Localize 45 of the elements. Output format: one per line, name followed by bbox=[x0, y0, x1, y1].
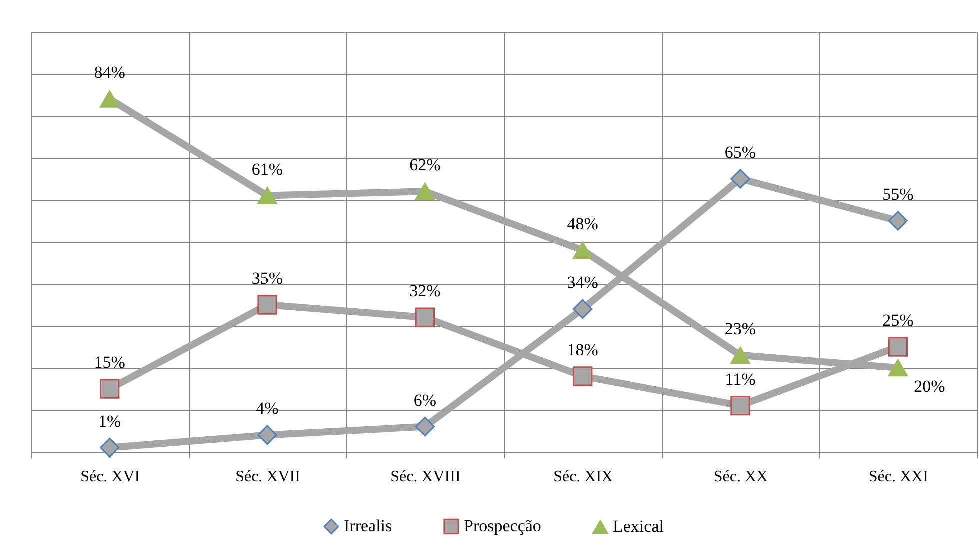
data-label: 55% bbox=[882, 185, 914, 204]
data-label: 20% bbox=[914, 377, 946, 396]
data-label: 32% bbox=[410, 282, 441, 301]
data-label: 23% bbox=[724, 319, 756, 338]
point bbox=[730, 346, 750, 364]
data-label: 84% bbox=[94, 63, 126, 82]
point bbox=[730, 169, 750, 189]
point bbox=[573, 366, 593, 386]
point bbox=[258, 425, 278, 446]
point bbox=[100, 90, 120, 108]
point bbox=[258, 187, 278, 204]
point bbox=[100, 438, 120, 458]
data-label: 35% bbox=[252, 269, 284, 288]
point bbox=[730, 396, 750, 416]
data-label: 25% bbox=[882, 311, 914, 330]
x-tick-label: Séc. XVIII bbox=[390, 468, 461, 486]
point bbox=[415, 308, 435, 328]
data-label: 48% bbox=[567, 214, 598, 234]
x-tick-label: Séc. XVI bbox=[80, 468, 140, 486]
point bbox=[415, 416, 435, 437]
data-label: 18% bbox=[567, 340, 598, 360]
point bbox=[415, 182, 435, 200]
data-label: 34% bbox=[567, 273, 598, 292]
legend-label: Lexical bbox=[613, 517, 664, 536]
x-tick-label: Séc. XXI bbox=[868, 468, 928, 486]
x-tick-label: Séc. XIX bbox=[554, 468, 614, 486]
data-label: 6% bbox=[414, 390, 437, 410]
point bbox=[888, 211, 908, 231]
data-label: 11% bbox=[725, 370, 756, 389]
point bbox=[100, 379, 120, 399]
x-tick-label: Séc. XVII bbox=[236, 468, 300, 486]
data-label: 62% bbox=[410, 156, 441, 175]
point bbox=[888, 359, 908, 377]
x-tick-label: Séc. XX bbox=[714, 468, 769, 486]
data-label: 15% bbox=[94, 353, 126, 372]
data-label: 4% bbox=[256, 399, 279, 418]
data-label: 1% bbox=[98, 412, 122, 431]
point bbox=[258, 295, 278, 315]
point bbox=[573, 299, 593, 320]
point bbox=[888, 337, 908, 357]
data-label: 65% bbox=[724, 143, 756, 162]
point bbox=[573, 242, 593, 260]
legend-label: Irrealis bbox=[344, 516, 392, 536]
legend-label: Prospecção bbox=[464, 516, 542, 536]
data-label: 61% bbox=[252, 160, 284, 179]
